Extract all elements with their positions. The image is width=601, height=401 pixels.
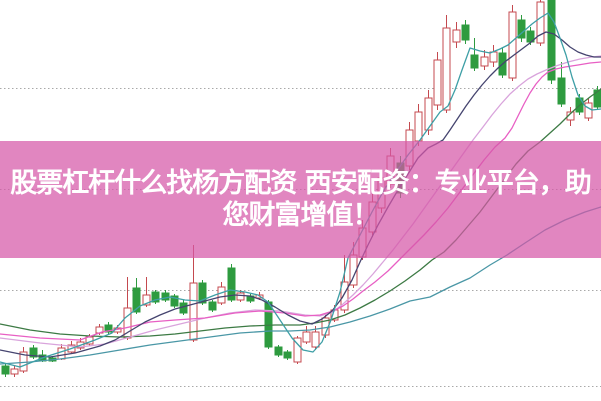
promo-title-line-1: 股票杠杆什么找杨方配资 西安配资：专业平台，助 bbox=[10, 167, 591, 199]
promo-banner: 股票杠杆什么找杨方配资 西安配资：专业平台，助 您财富增值！ bbox=[0, 141, 601, 258]
promo-title-line-2: 您财富增值！ bbox=[222, 199, 380, 231]
